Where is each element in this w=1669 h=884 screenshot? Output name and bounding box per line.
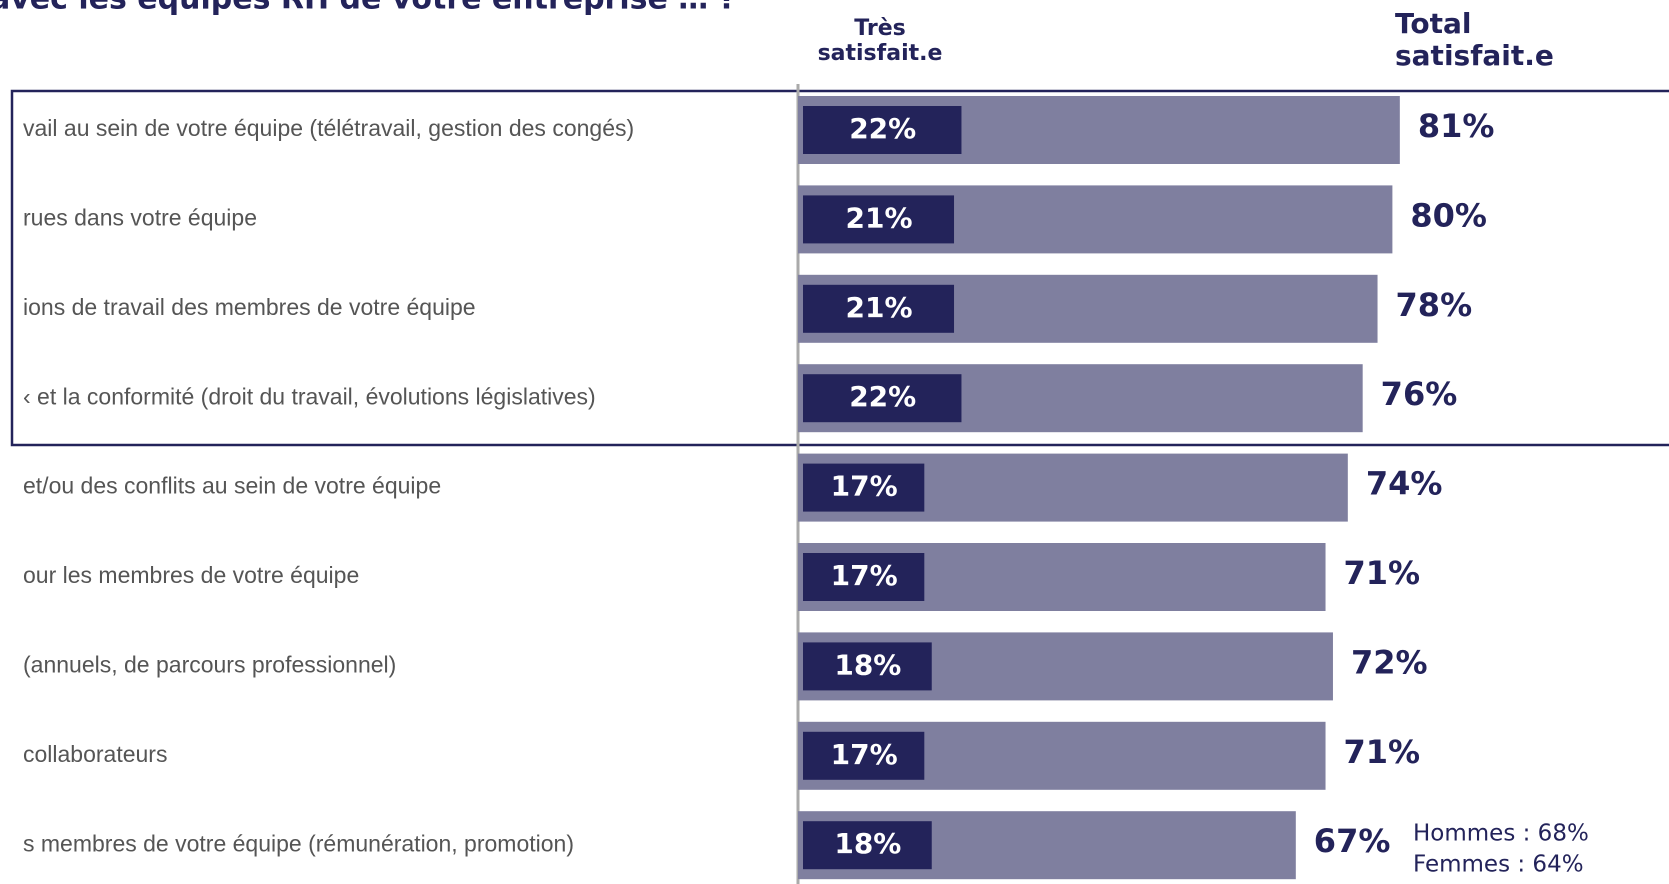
very-bar (803, 642, 932, 691)
highlight-box (10, 89, 1669, 447)
category-label: our les membres de votre équipe (23, 562, 359, 588)
total-label: 78% (1396, 286, 1473, 324)
annotation: Hommes : 68% (1413, 821, 1589, 847)
very-bar (803, 106, 962, 154)
category-label: et/ou des conflits au sein de votre équi… (23, 473, 441, 499)
total-label: 71% (1344, 554, 1421, 592)
very-label: 17% (831, 738, 898, 771)
very-bar (803, 463, 925, 512)
category-label: s membres de votre équipe (rémunération,… (23, 830, 574, 856)
category-label: collaborateurs (23, 741, 167, 767)
very-bar (803, 374, 962, 423)
very-bar (803, 821, 932, 870)
legend-total-satisfied: Total satisfait.e (1395, 7, 1554, 73)
category-label: vail au sein de votre équipe (télétravai… (23, 115, 634, 141)
very-bar (803, 553, 925, 601)
total-label: 81% (1418, 107, 1495, 145)
very-label: 18% (834, 827, 901, 860)
total-label: 80% (1410, 196, 1487, 234)
very-label: 17% (831, 559, 898, 592)
total-label: 76% (1381, 375, 1458, 413)
annotation: Femmes : 64% (1413, 852, 1584, 878)
legend-very-satisfied: Très satisfait.e (817, 16, 943, 67)
very-bar (803, 195, 955, 244)
category-label: (annuels, de parcours professionnel) (23, 651, 396, 677)
very-label: 21% (845, 201, 912, 234)
very-bar (803, 731, 925, 780)
very-label: 17% (831, 470, 898, 503)
category-label: ions de travail des membres de votre équ… (23, 294, 476, 320)
very-label: 18% (834, 648, 901, 681)
category-label: rues dans votre équipe (23, 204, 257, 230)
very-label: 22% (849, 380, 916, 413)
category-label: ‹ et la conformité (droit du travail, év… (23, 383, 596, 409)
very-label: 22% (849, 112, 916, 145)
total-label: 74% (1366, 465, 1443, 503)
chart-title: avec les équipes RH de votre entreprise … (0, 0, 736, 17)
very-label: 21% (845, 291, 912, 324)
total-label: 71% (1344, 733, 1421, 771)
very-bar (803, 284, 955, 333)
total-label: 67% (1314, 822, 1391, 860)
total-label: 72% (1351, 643, 1428, 681)
